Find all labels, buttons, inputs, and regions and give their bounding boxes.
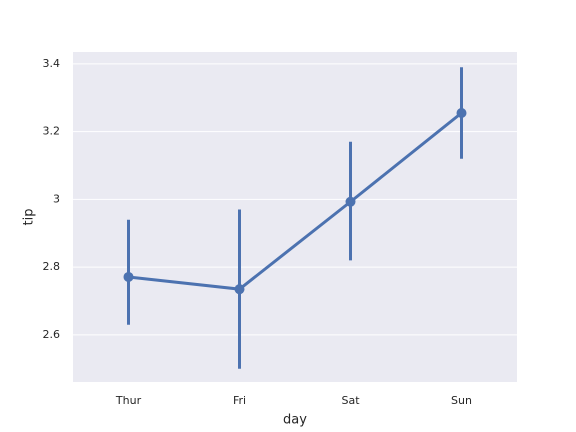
y-tick-label: 3 bbox=[53, 192, 60, 205]
y-tick-label: 3.2 bbox=[43, 125, 61, 138]
line bbox=[128, 111, 463, 291]
point bbox=[234, 284, 245, 295]
x-tick-label: Sun bbox=[451, 394, 472, 407]
point bbox=[456, 107, 467, 118]
y-tick-label: 2.8 bbox=[43, 260, 61, 273]
x-axis-label: day bbox=[283, 413, 307, 428]
y-tick-label: 2.6 bbox=[43, 328, 61, 341]
x-tick-label: Sat bbox=[341, 394, 360, 407]
x-tick-label: Fri bbox=[233, 394, 246, 407]
point bbox=[123, 271, 134, 282]
x-tick-label: Thur bbox=[115, 394, 142, 407]
y-axis-label: tip bbox=[22, 209, 37, 226]
y-tick-label: 3.4 bbox=[43, 57, 61, 70]
plot-area bbox=[73, 52, 517, 382]
point bbox=[345, 196, 356, 207]
